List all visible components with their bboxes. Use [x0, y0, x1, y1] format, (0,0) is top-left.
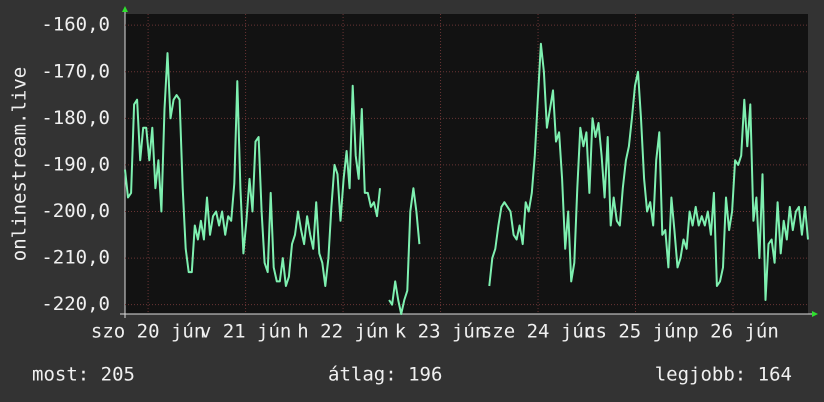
stat-average: átlag: 196 — [328, 364, 442, 386]
x-tick-label: sze 24 jún — [481, 321, 595, 343]
x-tick-label: szo 20 jún — [91, 321, 205, 343]
y-axis-label: onlinestream.live — [9, 67, 31, 261]
x-tick-label: k 23 jún — [395, 321, 487, 343]
y-tick-label: -160,0 — [41, 14, 110, 36]
data-line — [124, 42, 809, 315]
x-tick-label: h 22 jún — [297, 321, 389, 343]
stat-current: most: 205 — [32, 364, 135, 386]
x-axis-arrow — [812, 311, 818, 317]
y-tick-label: -220,0 — [41, 293, 110, 315]
x-tick-label: v 21 jún — [200, 321, 292, 343]
plot-area — [125, 14, 808, 314]
x-tick-label: cs 25 jún — [584, 321, 687, 343]
y-tick-label: -210,0 — [41, 247, 110, 269]
y-tick-label: -170,0 — [41, 60, 110, 82]
y-tick-label: -180,0 — [41, 107, 110, 129]
stat-best: legjobb: 164 — [655, 364, 792, 386]
y-tick-label: -190,0 — [41, 153, 110, 175]
y-tick-label: -200,0 — [41, 200, 110, 222]
x-tick-label: p 26 jún — [687, 321, 779, 343]
y-axis-arrow — [122, 6, 128, 12]
